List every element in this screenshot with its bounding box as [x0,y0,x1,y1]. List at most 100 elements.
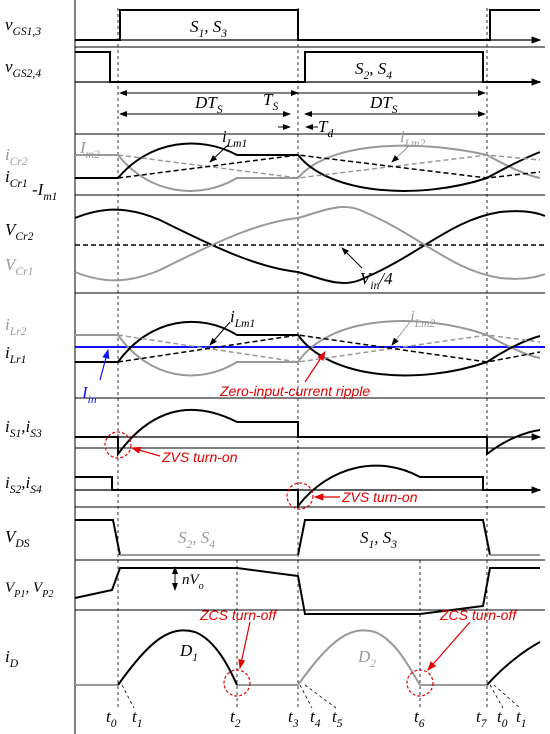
label-subscript: m2 [86,148,100,161]
label-subscript: S3 [30,427,42,440]
label-subscript: D [9,657,19,670]
drain-voltage-wave-part [297,519,491,556]
label-text: t [414,707,420,726]
label-text: i [5,315,10,334]
label-text: v [5,57,13,76]
label-subscript: P2 [41,589,53,600]
row-label: iS1,iS3 [5,417,42,440]
row-label: VP1, VP2 [5,580,54,600]
label: S2, S4 [355,59,392,82]
label-text: nV [182,572,201,588]
label: D1 [179,641,198,664]
label-text: -I [32,180,45,199]
label-text: i [222,127,227,146]
label-text: V [5,580,16,596]
label-subscript: DS [14,537,29,550]
time-label: t5 [332,707,343,730]
label-subscript: 1 [137,717,143,730]
label-text: DT [369,93,393,112]
label: Im2 [79,138,100,161]
time-label: t0 [497,707,508,730]
label-subscript: 2 [187,538,193,551]
resonant-current-wave-part [117,154,541,179]
time-label: t3 [288,707,299,730]
label-subscript: Cr2 [10,155,28,168]
label-subscript: Cr2 [15,230,33,243]
label-subscript: 1 [521,717,527,730]
label-subscript: 3 [292,717,299,730]
label: nVo [182,572,204,592]
annotation: ZVS turn-on [161,449,238,465]
inductor-current-wave [75,320,545,383]
time-label: t7 [476,707,488,730]
label-subscript: S [392,103,398,116]
label-subscript: Lm1 [234,317,256,330]
label-text: , S [192,528,210,547]
label-text: t [516,707,522,726]
label-subscript: 0 [111,717,117,730]
row-label: VCr2 [5,220,34,243]
label-subscript: Lm1 [226,137,248,150]
label-subscript: Lr2 [9,325,27,338]
label-subscript: 0 [502,717,508,730]
label-subscript: 2 [364,69,370,82]
diode-current-wave [75,621,541,697]
diode-current-wave-part [223,669,251,697]
label-text: ZVS turn-on [341,489,418,505]
label-subscript: in [88,393,97,406]
annotation: Zero-input-current ripple [219,383,370,399]
drain-voltage-wave [75,519,540,556]
row-label: iLr1 [5,343,26,366]
label-text: t [332,707,338,726]
label-subscript: GS2,4 [13,67,42,80]
time-label: t2 [230,707,241,730]
label-text: i [400,127,405,146]
label-text: i [5,647,10,666]
label-text: , S [369,59,387,78]
switch-current-wave-part [286,482,314,510]
period-arrows [119,90,486,130]
label-subscript: P1 [13,589,25,600]
label-text: S [178,528,187,547]
switch-current-wave-part [75,408,541,458]
label-text: DT [194,93,218,112]
label-text: t [106,707,112,726]
label-text: Zero-input-current ripple [219,383,370,399]
label-subscript: 3 [390,538,397,551]
switch-current-wave-part [130,446,161,457]
label-subscript: 1 [192,651,198,664]
label: S2, S4 [178,528,215,551]
label-subscript: S [272,100,278,113]
label-text: t [230,707,236,726]
label-text: S [190,17,199,36]
label-text: ZVS turn-on [161,449,238,465]
label-text: ZCS turn-off [199,607,278,623]
label-subscript: 6 [419,717,425,730]
diode-current-wave-part [238,621,251,670]
annotation: ZCS turn-off [199,607,278,623]
diode-current-wave-part [406,669,434,697]
label-subscript: d [327,127,333,140]
label-text: V [5,220,18,239]
inductor-current-wave-part [209,321,231,346]
label-text: , S [374,528,392,547]
annotation: ZVS turn-on [341,489,418,505]
time-label: t1 [516,707,527,730]
diode-current-wave-part [297,629,421,686]
capacitor-voltage-wave-part [74,206,546,282]
label-subscript: 7 [481,717,488,730]
time-label: t6 [414,707,425,730]
label-text: i [230,307,235,326]
label-text: V [5,527,18,546]
resonant-current-wave-part [75,144,541,192]
gate-signals-part [75,9,540,41]
label-subscript: S1 [10,427,22,440]
label-subscript: 4 [209,538,215,551]
label-subscript: 2 [370,657,376,670]
label: iLm1 [230,307,255,330]
capacitor-voltage-wave-part [74,208,546,284]
row-label: VDS [5,527,30,550]
label: iLm1 [222,127,247,150]
